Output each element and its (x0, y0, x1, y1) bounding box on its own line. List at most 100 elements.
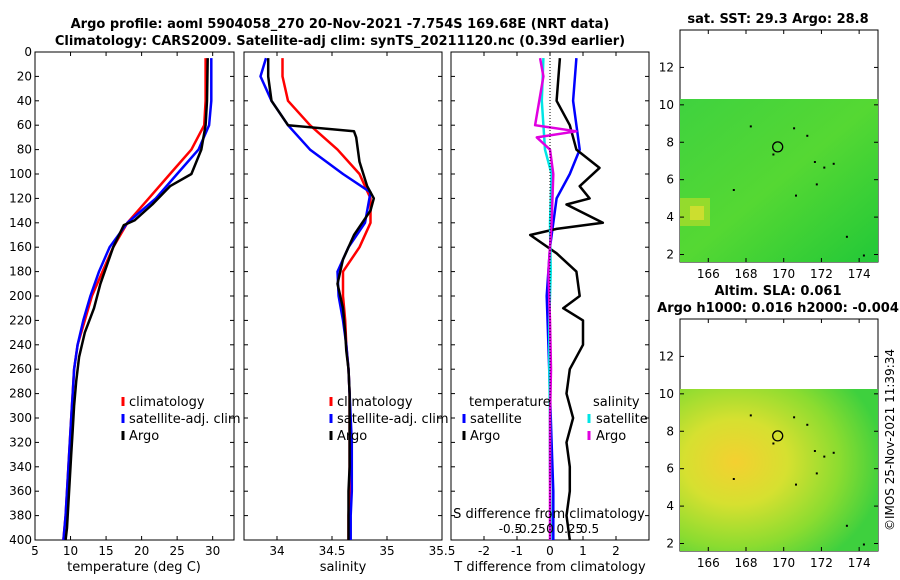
island-mark (793, 416, 796, 419)
y-tick-label: 280 (9, 387, 32, 401)
y-tick-label: 80 (17, 143, 32, 157)
map-x-tick-label: 166 (697, 556, 720, 570)
map-y-tick-label: 12 (659, 349, 674, 363)
island-mark (823, 455, 826, 458)
map-x-tick-label: 170 (772, 267, 795, 281)
timestamp: ©IMOS 25-Nov-2021 11:39:34 (883, 349, 897, 531)
y-tick-label: 140 (9, 216, 32, 230)
island-mark (795, 483, 797, 486)
salinity-legend: climatology satellite-adj. clim Argo (329, 395, 449, 444)
island-mark (749, 125, 752, 128)
island-mark (845, 235, 848, 238)
island-mark (806, 134, 809, 137)
sla-map-marks: 166 168 170 172 174 2 4 6 8 10 12 (659, 319, 878, 570)
y-tick-label: 120 (9, 191, 32, 205)
legend-label-argo: Argo (337, 429, 367, 444)
y-tick-label: 380 (9, 509, 32, 523)
sst-warm-patch (690, 206, 704, 220)
map-x-tick-label: 174 (848, 267, 871, 281)
legend-label-climatology: climatology (337, 395, 413, 410)
x-tick-label: -1 (511, 544, 523, 558)
map-y-tick-label: 2 (666, 537, 674, 551)
y-tick-label: 240 (9, 338, 32, 352)
s-tick-label: -0.5 (499, 522, 522, 536)
salinity-xlabel: salinity (320, 560, 367, 575)
legend-label-s-argo: Argo (596, 429, 626, 444)
legend-label-satellite: satellite-adj. clim (337, 412, 449, 427)
map-y-tick-label: 10 (659, 387, 674, 401)
island-mark (815, 183, 818, 186)
legend-label-climatology: climatology (129, 395, 205, 410)
x-tick-label: 1 (579, 544, 587, 558)
y-tick-label: 360 (9, 484, 32, 498)
x-tick-label: 30 (205, 544, 220, 558)
y-tick-label: 300 (9, 411, 32, 425)
island-mark (793, 127, 796, 130)
map-y-tick-label: 10 (659, 98, 674, 112)
legend-label-t-satellite: satellite (470, 412, 522, 427)
map-x-tick-label: 172 (810, 556, 833, 570)
x-tick-label: 35.5 (429, 544, 456, 558)
legend-label-t-argo: Argo (470, 429, 500, 444)
island-mark (832, 162, 835, 165)
map-x-tick-label: 172 (810, 267, 833, 281)
y-tick-label: 180 (9, 265, 32, 279)
argo-location-marker (772, 141, 784, 153)
legend-title-temperature: temperature (469, 395, 551, 410)
x-tick-label: 10 (63, 544, 78, 558)
x-tick-label: 15 (98, 544, 113, 558)
y-tick-label: 260 (9, 362, 32, 376)
x-tick-label: -2 (478, 544, 490, 558)
temperature-xlabel: temperature (deg C) (67, 560, 201, 575)
island-mark (732, 478, 735, 480)
island-mark (862, 543, 865, 546)
island-mark (862, 254, 865, 257)
map-x-tick-label: 168 (735, 267, 758, 281)
y-tick-label: 400 (9, 533, 32, 547)
figure-title-line1: Argo profile: aoml 5904058_270 20-Nov-20… (71, 17, 610, 32)
temperature-plot: 5 10 15 20 25 3002040608010012014016018020022… (9, 45, 234, 558)
x-tick-label: 5 (31, 544, 39, 558)
series-line-t-argo (528, 58, 605, 540)
temperature-legend: climatology satellite-adj. clim Argo (121, 395, 241, 444)
y-tick-label: 160 (9, 240, 32, 254)
map-x-tick-label: 168 (735, 556, 758, 570)
s-tick-label: -0.25 (515, 522, 546, 536)
map-x-tick-label: 166 (697, 267, 720, 281)
y-tick-label: 200 (9, 289, 32, 303)
legend-label-s-satellite: satellite (596, 412, 648, 427)
sst-map: 166 168 170 172 174 2 4 6 8 10 12 (659, 29, 879, 281)
series-line-satellite-adj-clim (259, 57, 372, 540)
y-tick-label: 100 (9, 167, 32, 181)
island-mark (772, 442, 775, 445)
sla-map-title-line2: Argo h1000: 0.016 h2000: -0.004 (657, 301, 899, 316)
island-mark (845, 524, 848, 527)
sst-map-title: sat. SST: 29.3 Argo: 28.8 (687, 12, 868, 27)
salinity-plot: 34 34.5 35 35.5 (244, 51, 456, 558)
series-line-s-argo (533, 57, 578, 540)
sst-field (680, 99, 878, 262)
y-tick-label: 320 (9, 435, 32, 449)
series-line-argo (266, 58, 376, 540)
y-tick-label: 40 (17, 94, 32, 108)
map-x-tick-label: 170 (772, 556, 795, 570)
difference-legend: temperature satellite Argo salinity sate… (462, 395, 648, 444)
y-tick-label: 340 (9, 460, 32, 474)
map-y-tick-label: 6 (666, 173, 674, 187)
x-tick-label: 0 (546, 544, 554, 558)
map-y-tick-label: 8 (666, 135, 674, 149)
map-y-tick-label: 4 (666, 499, 674, 513)
map-y-tick-label: 6 (666, 462, 674, 476)
series-line-argo (64, 58, 209, 540)
argo-location-marker (772, 430, 784, 442)
island-mark (772, 153, 775, 156)
map-x-tick-label: 174 (848, 556, 871, 570)
legend-label-argo: Argo (129, 429, 159, 444)
x-tick-label: 34.5 (319, 544, 346, 558)
y-tick-label: 60 (17, 118, 32, 132)
difference-xlabel: T difference from climatology (453, 560, 646, 575)
x-tick-label: 34 (269, 544, 284, 558)
y-tick-label: 220 (9, 313, 32, 327)
x-tick-label: 25 (170, 544, 185, 558)
